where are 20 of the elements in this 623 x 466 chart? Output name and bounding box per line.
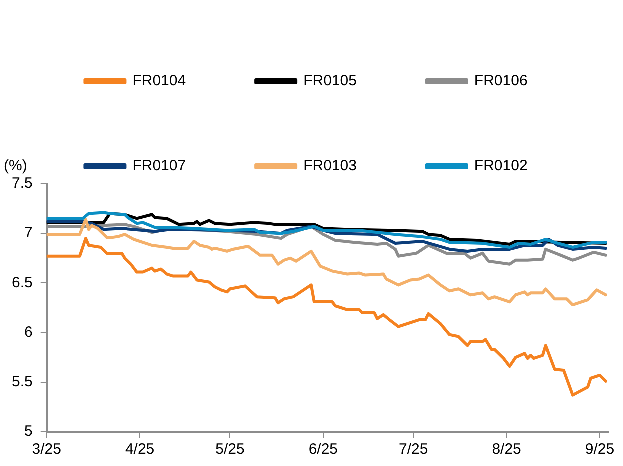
y-tick-label: 5.5 (12, 374, 33, 391)
legend-label: FR0107 (132, 158, 186, 175)
legend-label: FR0106 (474, 72, 528, 90)
legend-label: FR0102 (474, 158, 528, 175)
x-tick-label: 6/25 (308, 441, 338, 458)
legend-label: FR0104 (132, 72, 186, 90)
x-tick-label: 4/25 (125, 441, 155, 458)
y-tick-label: 5 (24, 423, 33, 440)
x-tick-label: 7/25 (399, 441, 428, 458)
y-tick-label: 7 (24, 224, 33, 242)
y-tick-label: 7.5 (12, 175, 33, 192)
legend-label: FR0105 (304, 72, 357, 90)
x-tick-label: 8/25 (492, 441, 522, 458)
x-tick-label: 3/25 (32, 441, 62, 458)
x-tick-label: 5/25 (216, 441, 245, 458)
x-tick-label: 9/25 (585, 441, 615, 458)
y-tick-label: 6 (24, 324, 33, 341)
legend-label: FR0103 (304, 158, 357, 175)
y-axis-title: (%) (4, 158, 28, 175)
y-tick-label: 6.5 (12, 274, 33, 292)
